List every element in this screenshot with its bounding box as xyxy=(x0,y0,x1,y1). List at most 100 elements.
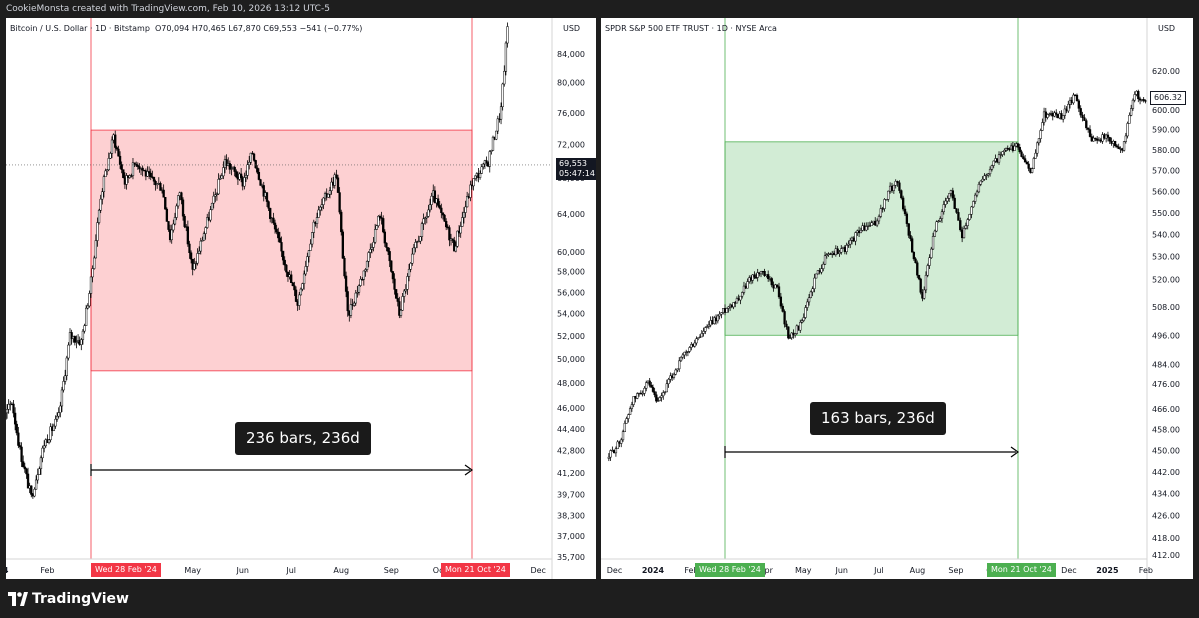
spy-candle xyxy=(1103,134,1106,139)
spy-candle xyxy=(616,441,619,449)
btc-candle xyxy=(173,217,177,225)
spy-candle xyxy=(959,220,962,231)
spy-candle xyxy=(759,270,763,275)
spy-candle xyxy=(894,181,897,186)
btc-candle xyxy=(143,169,146,172)
spy-candle xyxy=(1063,108,1067,116)
spy-candle xyxy=(804,307,807,318)
spy-candle xyxy=(988,169,992,175)
spy-candle xyxy=(933,230,936,237)
btc-candle xyxy=(451,238,454,241)
btc-candle xyxy=(398,301,401,316)
btc-ytick-label: 58,000 xyxy=(557,268,585,277)
spy-candle xyxy=(916,262,919,276)
spy-ytick-label: 450.00 xyxy=(1152,447,1180,456)
btc-candle xyxy=(189,252,193,260)
btc-chart-panel[interactable]: 84,00080,00076,00072,00068,00064,00060,0… xyxy=(6,18,596,579)
spy-candle xyxy=(637,392,641,395)
btc-candle xyxy=(448,227,451,241)
spy-candle xyxy=(825,254,828,257)
spy-candle xyxy=(887,190,890,200)
btc-ohlc: O70,094 H70,465 L67,870 C69,553 −541 (−0… xyxy=(155,24,363,33)
spy-candle xyxy=(1020,151,1023,157)
spy-ytick-label: 570.00 xyxy=(1152,167,1180,176)
spy-candle xyxy=(1086,127,1090,130)
btc-candle xyxy=(370,247,374,250)
spy-measure-label: 163 bars, 236d xyxy=(810,402,946,435)
btc-chart-svg[interactable]: 84,00080,00076,00072,00068,00064,00060,0… xyxy=(6,18,596,579)
btc-ytick-label: 35,700 xyxy=(557,553,585,562)
spy-candle xyxy=(1048,113,1051,116)
spy-candle xyxy=(621,431,625,441)
spy-candle xyxy=(725,308,728,313)
btc-candle xyxy=(73,336,77,343)
btc-candle xyxy=(454,245,458,252)
spy-candle xyxy=(783,311,786,325)
spy-chart-panel[interactable]: 620.00 600.00 590.00 580.00 570.00 560.00 550.… xyxy=(601,18,1193,579)
btc-candle xyxy=(52,425,56,431)
spy-candle xyxy=(714,317,718,322)
btc-ytick-label: 60,000 xyxy=(557,248,585,257)
chart-header: CookieMonsta created with TradingView.co… xyxy=(0,0,1199,18)
btc-candle xyxy=(170,229,173,241)
spy-candle xyxy=(1130,108,1133,116)
spy-candle xyxy=(1140,99,1144,101)
spy-candle xyxy=(709,320,712,326)
btc-candle xyxy=(275,228,278,233)
btc-candle xyxy=(107,158,110,170)
btc-candle xyxy=(462,212,466,218)
spy-candle xyxy=(843,246,847,252)
btc-candle xyxy=(117,148,120,157)
btc-candle xyxy=(233,167,236,172)
btc-candle xyxy=(36,474,39,481)
spy-candle xyxy=(1055,112,1058,115)
btc-candle xyxy=(359,278,362,286)
btc-candle xyxy=(388,251,391,262)
btc-candle xyxy=(301,283,304,290)
spy-candle xyxy=(923,289,926,299)
btc-candle xyxy=(209,209,212,221)
spy-ytick-label: 466.00 xyxy=(1152,405,1180,414)
spy-candle xyxy=(955,208,958,213)
spy-candle xyxy=(911,238,914,253)
btc-candle xyxy=(30,485,33,495)
btc-candle xyxy=(399,309,403,316)
btc-candle xyxy=(385,242,388,248)
btc-candle xyxy=(23,466,26,470)
spy-candle xyxy=(890,185,894,191)
spy-candle xyxy=(614,448,618,454)
spy-ytick-label: 620.00 xyxy=(1152,67,1180,76)
btc-candle xyxy=(188,243,191,254)
btc-candle xyxy=(136,165,139,167)
btc-range-start-flag: Wed 28 Feb '24 xyxy=(91,563,161,577)
spy-candle xyxy=(763,271,766,276)
btc-candle xyxy=(488,151,491,167)
btc-candle xyxy=(18,445,22,448)
btc-candle xyxy=(412,247,416,255)
spy-candle xyxy=(702,331,705,334)
btc-candle xyxy=(114,134,117,148)
btc-candle xyxy=(269,207,272,219)
btc-candle xyxy=(225,159,228,166)
spy-candle xyxy=(1088,129,1092,137)
btc-candle xyxy=(88,293,91,307)
btc-candle xyxy=(433,190,437,204)
btc-candle xyxy=(75,341,78,343)
btc-candle xyxy=(382,218,385,233)
btc-candle xyxy=(55,415,59,420)
btc-candle xyxy=(404,289,407,292)
btc-candle xyxy=(34,479,38,490)
btc-candle xyxy=(193,263,196,270)
spy-candle xyxy=(1039,130,1042,139)
spy-candle xyxy=(787,326,790,339)
btc-candle xyxy=(443,214,446,222)
btc-candle xyxy=(312,221,315,233)
btc-candle xyxy=(230,168,233,170)
spy-candle xyxy=(700,333,703,338)
spy-candle xyxy=(686,351,690,353)
spy-candle xyxy=(772,284,775,289)
spy-candle xyxy=(806,301,809,308)
spy-chart-svg[interactable]: 620.00 600.00 590.00 580.00 570.00 560.00 550.… xyxy=(601,18,1193,579)
btc-candle xyxy=(427,209,430,217)
btc-candle xyxy=(118,155,122,165)
